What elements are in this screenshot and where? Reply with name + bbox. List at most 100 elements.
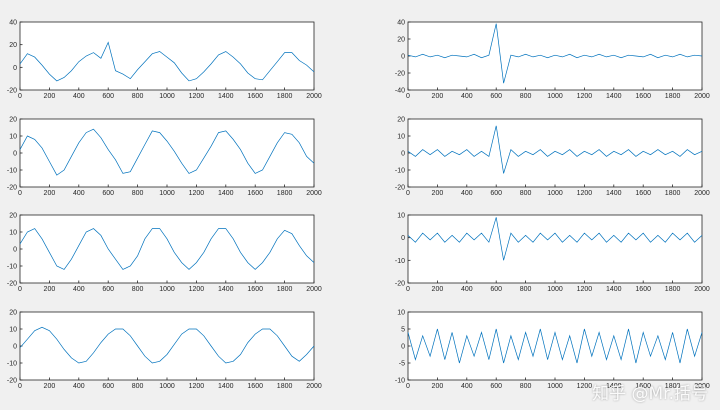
x-tick-label: 1600 — [247, 286, 263, 293]
y-tick-label: 0 — [401, 151, 405, 158]
x-tick-label: 400 — [73, 383, 85, 390]
x-tick-label: 2000 — [694, 286, 710, 293]
y-tick-label: -40 — [395, 88, 405, 95]
x-tick-label: 1800 — [277, 93, 293, 100]
x-tick-label: 1600 — [635, 93, 651, 100]
x-tick-label: 600 — [490, 93, 502, 100]
x-tick-label: 1800 — [277, 286, 293, 293]
x-tick-label: 1000 — [547, 93, 563, 100]
x-tick-label: 800 — [132, 286, 144, 293]
subplot-5: 0 200 400 600 800 1000 1200 1400 1600 1800 2000-20… — [7, 213, 322, 294]
axes-frame — [407, 118, 703, 188]
y-tick-label: -10 — [395, 258, 405, 265]
x-tick-label: 1000 — [159, 190, 175, 197]
axes-frame — [19, 214, 315, 284]
axes-frame — [407, 214, 703, 284]
x-tick-label: 600 — [102, 93, 114, 100]
axes-frame — [407, 21, 703, 91]
x-tick-label: 0 — [18, 383, 22, 390]
x-tick-label: 1200 — [577, 286, 593, 293]
x-tick-label: 800 — [132, 190, 144, 197]
series-line — [19, 41, 315, 82]
x-tick-label: 1600 — [247, 383, 263, 390]
y-tick-label: -20 — [395, 185, 405, 192]
x-tick-label: 1800 — [665, 286, 681, 293]
x-tick-label: 600 — [102, 286, 114, 293]
x-tick-label: 0 — [406, 190, 410, 197]
subplot-8: 0 200 400 600 800 1000 1200 1400 1600 1800 2000 -10… — [395, 310, 710, 391]
y-tick-label: 0 — [401, 344, 405, 351]
y-tick-label: 20 — [9, 42, 17, 49]
x-tick-label: 0 — [18, 190, 22, 197]
x-tick-label: 1200 — [189, 190, 205, 197]
y-tick-label: 20 — [9, 213, 17, 220]
series-line — [19, 128, 315, 176]
x-tick-label: 200 — [432, 286, 444, 293]
y-tick-label: -10 — [7, 264, 17, 271]
x-tick-label: 1200 — [577, 93, 593, 100]
x-tick-label: 1600 — [635, 286, 651, 293]
x-tick-label: 200 — [432, 383, 444, 390]
y-tick-label: -20 — [7, 281, 17, 288]
x-tick-label: 1400 — [606, 93, 622, 100]
x-tick-label: 1600 — [247, 190, 263, 197]
x-tick-label: 1000 — [159, 93, 175, 100]
x-tick-label: 1400 — [606, 190, 622, 197]
series-line — [19, 228, 315, 270]
x-tick-label: 1200 — [577, 383, 593, 390]
y-tick-label: 40 — [9, 20, 17, 27]
x-tick-label: 2000 — [306, 286, 322, 293]
y-tick-label: 20 — [9, 117, 17, 124]
x-tick-label: 1000 — [159, 383, 175, 390]
y-tick-label: -20 — [395, 71, 405, 78]
x-tick-label: 800 — [520, 383, 532, 390]
y-tick-label: 0 — [13, 65, 17, 72]
series-line — [19, 326, 315, 364]
x-tick-label: 400 — [461, 190, 473, 197]
subplot-1: 0 200 400 600 800 1000 1200 1400 1600 1800 2000-20… — [7, 20, 322, 101]
x-tick-label: 1400 — [218, 286, 234, 293]
axes-frame — [407, 311, 703, 381]
y-tick-label: 10 — [9, 230, 17, 237]
y-tick-label: 20 — [397, 117, 405, 124]
x-tick-label: 800 — [520, 93, 532, 100]
x-tick-label: 200 — [432, 190, 444, 197]
x-tick-label: 1600 — [635, 383, 651, 390]
x-tick-label: 200 — [44, 286, 56, 293]
x-tick-label: 600 — [490, 190, 502, 197]
x-tick-label: 2000 — [694, 190, 710, 197]
x-tick-label: 400 — [73, 286, 85, 293]
x-tick-label: 600 — [102, 383, 114, 390]
series-line — [407, 217, 703, 261]
x-tick-label: 1200 — [577, 190, 593, 197]
x-tick-label: 400 — [461, 286, 473, 293]
y-tick-label: 10 — [397, 213, 405, 220]
x-tick-label: 800 — [520, 286, 532, 293]
axes-frame — [19, 21, 315, 91]
x-tick-label: 1400 — [218, 190, 234, 197]
y-tick-label: 0 — [401, 54, 405, 61]
x-tick-label: 1800 — [277, 190, 293, 197]
x-tick-label: 1800 — [277, 383, 293, 390]
watermark-text: 知乎 @Mr.括号 — [592, 384, 708, 404]
x-tick-label: 1400 — [606, 383, 622, 390]
x-tick-label: 800 — [132, 93, 144, 100]
x-tick-label: 0 — [18, 93, 22, 100]
y-tick-label: -20 — [7, 378, 17, 385]
series-line — [407, 23, 703, 84]
x-tick-label: 2000 — [694, 383, 710, 390]
x-tick-label: 0 — [18, 286, 22, 293]
x-tick-label: 1000 — [547, 286, 563, 293]
x-tick-label: 1600 — [247, 93, 263, 100]
y-tick-label: 10 — [9, 134, 17, 141]
x-tick-label: 1600 — [635, 190, 651, 197]
y-tick-label: -10 — [7, 168, 17, 175]
x-tick-label: 2000 — [694, 93, 710, 100]
y-tick-label: 0 — [13, 247, 17, 254]
x-tick-label: 1000 — [547, 190, 563, 197]
y-tick-label: 5 — [401, 327, 405, 334]
x-tick-label: 400 — [73, 93, 85, 100]
y-tick-label: 20 — [397, 37, 405, 44]
x-tick-label: 2000 — [306, 383, 322, 390]
subplot-2: 0 200 400 600 800 1000 1200 1400 1600 1800 2000-40… — [395, 20, 710, 101]
